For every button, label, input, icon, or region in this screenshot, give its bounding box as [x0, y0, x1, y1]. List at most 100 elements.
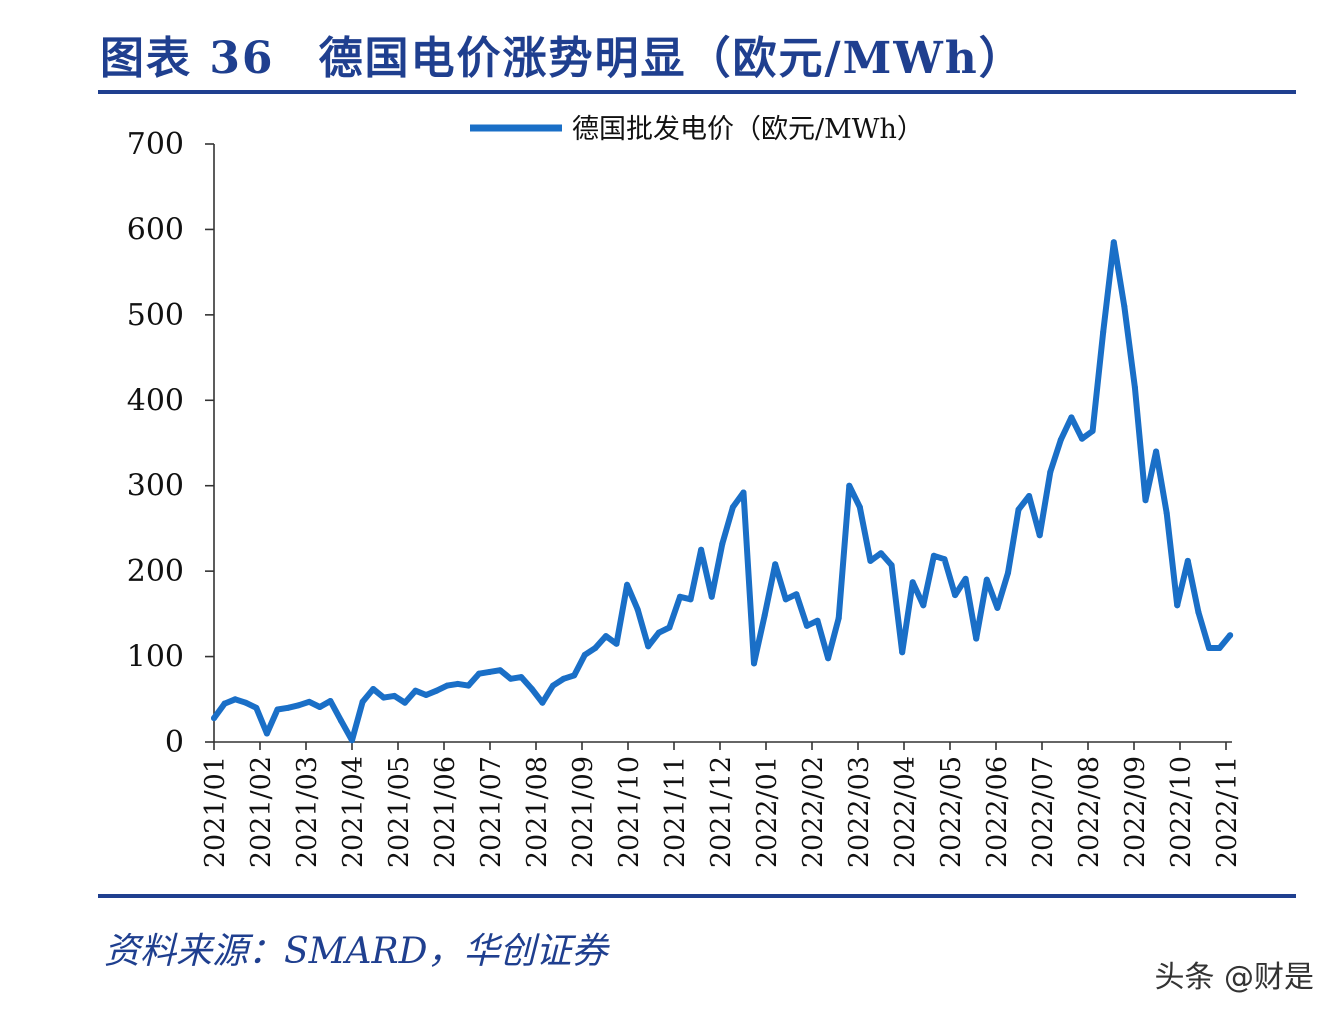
x-tick-label: 2022/06: [982, 756, 1013, 868]
data-point: [1184, 557, 1191, 564]
data-point: [687, 596, 694, 603]
data-point: [221, 700, 228, 707]
data-point: [327, 697, 334, 704]
data-point: [814, 617, 821, 624]
data-point: [401, 699, 408, 706]
data-point: [337, 717, 344, 724]
data-point: [242, 699, 249, 706]
data-point: [1110, 239, 1117, 246]
data-point: [1174, 602, 1181, 609]
x-tick-label: 2021/02: [246, 756, 277, 868]
x-tick-label: 2021/11: [660, 756, 691, 868]
data-point: [370, 686, 377, 693]
legend-label: 德国批发电价（欧元/MWh）: [572, 114, 924, 145]
x-axis: 2021/01 2021/02 2021/03 2021/04 2021/05 2021/…: [200, 741, 1243, 868]
x-tick-label: 2021/09: [568, 756, 599, 868]
data-point: [1068, 414, 1075, 421]
data-point: [550, 682, 557, 689]
data-point: [666, 624, 673, 631]
figure-number: 图表 36: [100, 33, 275, 84]
data-point: [349, 737, 355, 744]
data-point: [920, 602, 927, 609]
data-point: [655, 629, 662, 636]
figure-title-text: 德国电价涨势明显（欧元/MWh）: [318, 33, 1025, 84]
data-point: [698, 546, 705, 553]
data-point: [634, 606, 641, 613]
data-point: [497, 667, 504, 674]
data-point: [973, 635, 980, 642]
x-tick-label: 2022/02: [798, 756, 829, 868]
data-point: [930, 552, 937, 559]
data-point: [825, 655, 832, 662]
data-point: [263, 730, 270, 737]
data-point: [571, 672, 578, 679]
x-tick-label: 2021/05: [384, 756, 415, 868]
x-tick-label: 2022/07: [1028, 756, 1059, 868]
y-tick-label: 300: [127, 469, 184, 504]
data-point: [1026, 492, 1033, 499]
data-point: [1195, 609, 1202, 616]
data-point: [306, 698, 313, 705]
x-tick-label: 2021/06: [430, 756, 461, 868]
data-point: [1015, 506, 1022, 513]
data-point: [539, 699, 546, 706]
x-tick-label: 2022/10: [1166, 756, 1197, 868]
y-tick-label: 700: [127, 127, 184, 162]
y-axis: 0 100 200 300 400 500 600 700: [127, 127, 215, 760]
source-note: 资料来源：SMARD，华创证券: [104, 931, 608, 972]
data-point: [454, 680, 461, 687]
data-point: [740, 489, 747, 496]
data-point: [624, 581, 631, 588]
data-point: [475, 670, 482, 677]
data-point: [518, 674, 525, 681]
data-point: [1079, 435, 1086, 442]
x-tick-label: 2021/07: [476, 756, 507, 868]
figure-title: 图表 36 德国电价涨势明显（欧元/MWh）: [100, 22, 1025, 86]
x-tick-label: 2022/11: [1212, 756, 1243, 868]
data-point: [1216, 645, 1223, 652]
data-point: [856, 504, 863, 511]
x-tick-label: 2021/12: [706, 756, 737, 868]
data-point: [380, 694, 387, 701]
data-point: [295, 702, 302, 709]
data-point: [1089, 428, 1096, 435]
data-point: [232, 696, 239, 703]
data-point: [581, 651, 588, 658]
data-point: [316, 703, 323, 710]
data-point: [1036, 532, 1043, 539]
x-tick-label: 2022/05: [936, 756, 967, 868]
data-point: [1163, 510, 1170, 517]
data-point: [1047, 469, 1054, 476]
x-tick-label: 2021/08: [522, 756, 553, 868]
data-point: [1057, 436, 1064, 443]
data-point: [285, 704, 292, 711]
data-point: [835, 615, 842, 622]
data-point: [560, 675, 567, 682]
data-point: [1131, 384, 1138, 391]
y-tick-label: 200: [127, 554, 184, 589]
chart-legend: 德国批发电价（欧元/MWh）: [470, 114, 924, 145]
data-point: [1227, 632, 1234, 639]
y-tick-label: 100: [127, 640, 184, 675]
data-point: [751, 660, 758, 667]
data-point: [211, 715, 217, 722]
data-point: [444, 682, 451, 689]
data-point: [909, 579, 916, 586]
data-point: [645, 643, 652, 650]
x-tick-label: 2022/04: [890, 756, 921, 868]
y-tick-label: 400: [127, 383, 184, 418]
x-tick-label: 2021/03: [292, 756, 323, 868]
y-tick-label: 600: [127, 212, 184, 247]
data-point: [994, 604, 1001, 611]
data-point: [761, 612, 768, 619]
title-divider: [98, 90, 1296, 94]
data-point: [793, 591, 800, 598]
data-point: [486, 668, 493, 675]
data-point: [253, 704, 260, 711]
data-point: [782, 596, 789, 603]
data-point: [676, 593, 683, 600]
data-point: [899, 649, 906, 656]
data-point: [1153, 448, 1160, 455]
data-point: [962, 575, 969, 582]
